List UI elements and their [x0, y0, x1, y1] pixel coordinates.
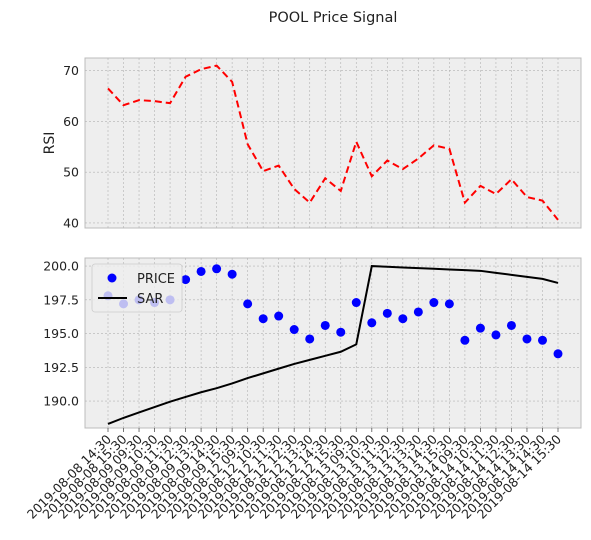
rsi-ytick-label: 60 — [63, 114, 79, 129]
price-point — [475, 323, 485, 333]
rsi-plot-area — [84, 57, 582, 229]
price-ytick-label: 195.0 — [43, 326, 79, 341]
price-point — [553, 349, 563, 359]
rsi-ytick-label: 40 — [63, 215, 79, 230]
rsi-axis-label: RSI — [42, 132, 58, 155]
price-point — [320, 320, 330, 330]
price-point — [212, 264, 222, 274]
price-point — [398, 314, 408, 324]
price-point — [196, 266, 206, 276]
price-point — [274, 311, 284, 321]
price-point — [227, 269, 237, 279]
legend-price-marker — [107, 273, 117, 283]
price-point — [336, 327, 346, 337]
price-point — [351, 298, 361, 308]
price-axes: 190.0 192.5 195.0 197.5 200.0 PRICE SAR — [43, 257, 582, 429]
legend-sar-label: SAR — [137, 292, 163, 307]
price-point — [382, 308, 392, 318]
price-ytick-label: 192.5 — [43, 360, 79, 375]
price-point — [181, 275, 191, 285]
rsi-ytick-label: 70 — [63, 63, 79, 78]
price-point — [429, 298, 439, 308]
price-point — [413, 307, 423, 317]
price-ytick-label: 197.5 — [43, 292, 79, 307]
price-point — [305, 334, 315, 344]
price-point — [444, 299, 454, 309]
rsi-ytick-label: 50 — [63, 165, 79, 180]
price-point — [537, 335, 547, 345]
legend-price-label: PRICE — [137, 272, 175, 287]
rsi-line — [107, 64, 559, 221]
price-point — [258, 314, 268, 324]
price-point — [243, 299, 253, 309]
rsi-axes: 40 50 60 70 RSI — [42, 57, 582, 230]
price-point — [506, 320, 516, 330]
price-point — [460, 335, 470, 345]
figure-title: POOL Price Signal — [269, 10, 398, 26]
price-point — [522, 334, 532, 344]
price-point — [491, 330, 501, 340]
price-ytick-label: 200.0 — [43, 259, 79, 274]
price-legend: PRICE SAR — [91, 263, 183, 313]
price-ytick-label: 190.0 — [43, 394, 79, 409]
price-point — [367, 318, 377, 328]
price-point — [289, 325, 299, 335]
sar-line — [107, 265, 559, 425]
